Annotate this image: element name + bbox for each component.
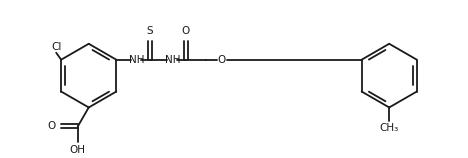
- Text: O: O: [182, 26, 190, 36]
- Text: Cl: Cl: [51, 42, 61, 52]
- Text: NH: NH: [130, 55, 145, 65]
- Text: O: O: [218, 55, 226, 65]
- Text: NH: NH: [165, 55, 181, 65]
- Text: CH₃: CH₃: [380, 123, 399, 133]
- Text: S: S: [147, 26, 154, 36]
- Text: OH: OH: [70, 145, 86, 155]
- Text: O: O: [48, 121, 56, 131]
